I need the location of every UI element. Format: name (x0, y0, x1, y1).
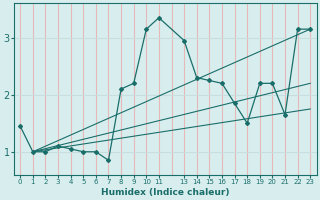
X-axis label: Humidex (Indice chaleur): Humidex (Indice chaleur) (101, 188, 229, 197)
